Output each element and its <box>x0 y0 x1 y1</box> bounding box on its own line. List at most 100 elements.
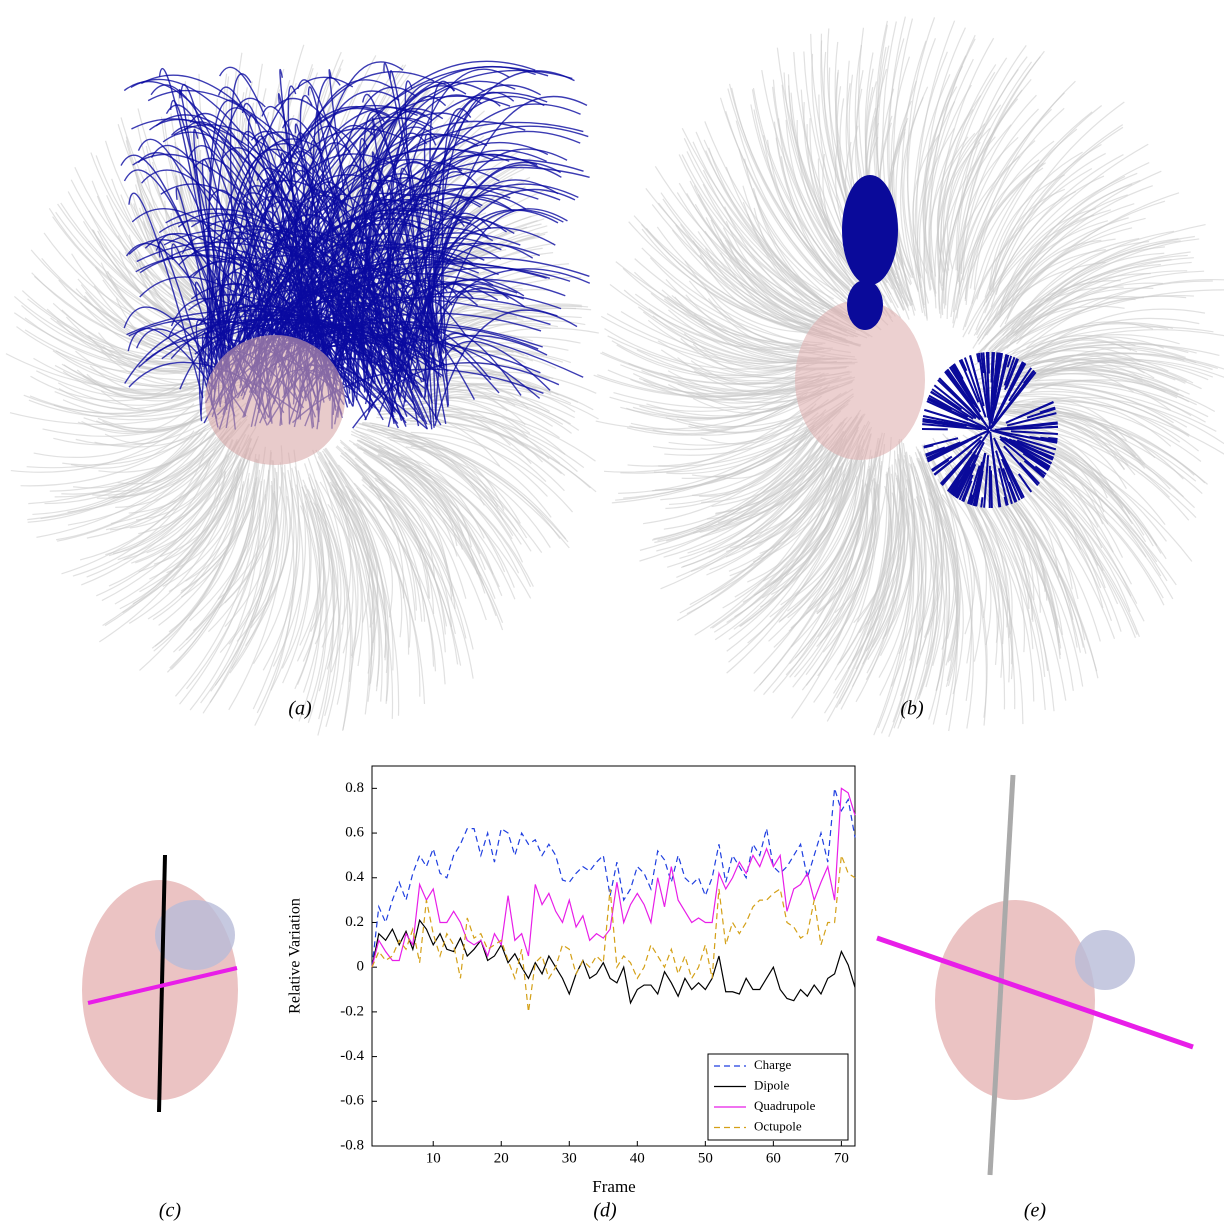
field-line <box>965 167 1044 305</box>
field-line <box>140 74 423 395</box>
series-line <box>371 788 856 968</box>
field-line <box>985 442 1132 597</box>
y-tick-label: 0 <box>357 959 365 975</box>
field-line <box>753 432 883 674</box>
panel-label: (e) <box>1024 1200 1047 1222</box>
field-line <box>1026 278 1224 349</box>
field-line <box>993 361 1024 421</box>
field-line <box>762 450 861 599</box>
x-tick-label: 50 <box>698 1150 713 1166</box>
field-line <box>315 449 352 625</box>
field-line <box>76 369 187 397</box>
field-line <box>250 472 291 629</box>
field-line <box>273 97 435 341</box>
field-line <box>356 442 504 623</box>
field-line <box>928 394 969 419</box>
field-line <box>931 459 950 472</box>
axis-line <box>876 935 1194 1050</box>
field-line <box>1015 238 1200 337</box>
field-line <box>385 84 541 346</box>
field-line <box>962 143 1149 338</box>
field-line <box>834 481 881 614</box>
field-line <box>933 435 983 476</box>
field-line <box>620 406 820 474</box>
field-line <box>995 456 1131 612</box>
field-line <box>1000 421 1058 430</box>
field-line <box>213 127 404 369</box>
field-line <box>728 448 865 663</box>
field-line <box>930 38 976 277</box>
field-line <box>117 428 217 485</box>
field-line <box>137 138 252 349</box>
field-line <box>1017 401 1054 419</box>
field-line <box>971 423 1114 553</box>
field-line <box>256 60 536 358</box>
field-line <box>30 375 189 402</box>
field-line <box>336 192 483 371</box>
field-line <box>1019 366 1180 392</box>
field-line <box>36 370 228 400</box>
field-line <box>993 354 1010 411</box>
field-line <box>955 44 1027 271</box>
field-line <box>222 147 360 390</box>
field-line <box>611 340 799 377</box>
field-line <box>984 200 1166 337</box>
field-line <box>983 341 1189 375</box>
field-line <box>862 458 905 665</box>
field-line <box>880 490 915 734</box>
field-line <box>312 507 341 728</box>
field-line <box>816 464 877 615</box>
field-line <box>1010 430 1058 435</box>
field-line <box>1006 401 1202 462</box>
field-line <box>918 128 955 304</box>
field-line <box>262 467 301 671</box>
field-line <box>618 412 819 495</box>
field-line <box>41 257 212 350</box>
field-line <box>699 427 815 497</box>
field-line <box>989 470 993 508</box>
field-line <box>952 162 1044 324</box>
field-line <box>914 451 937 669</box>
field-line <box>972 261 1106 349</box>
field-line <box>339 439 456 635</box>
field-line <box>826 450 896 722</box>
field-line <box>779 449 872 622</box>
y-tick-label: -0.4 <box>340 1048 364 1064</box>
field-line <box>400 455 524 563</box>
field-line <box>927 396 953 411</box>
field-line <box>942 123 986 271</box>
field-line <box>224 69 573 404</box>
field-line <box>1007 481 1018 503</box>
field-line <box>991 410 1196 509</box>
field-line <box>989 287 1154 356</box>
field-line <box>686 151 845 318</box>
field-line <box>1031 396 1224 445</box>
field-line <box>271 229 430 335</box>
field-line <box>402 161 561 408</box>
field-line <box>196 305 426 390</box>
field-line <box>343 446 430 598</box>
field-line <box>210 485 273 692</box>
field-line <box>989 151 1083 290</box>
field-line <box>101 423 229 493</box>
field-line <box>335 492 390 702</box>
field-line <box>355 463 431 599</box>
field-line <box>679 438 829 560</box>
panel-label: (b) <box>900 698 924 720</box>
field-line <box>834 472 890 681</box>
field-line <box>363 451 504 631</box>
field-line <box>155 114 366 335</box>
field-line <box>858 459 902 634</box>
field-line <box>371 151 420 372</box>
field-line <box>794 483 868 678</box>
y-tick-label: 0.4 <box>345 869 364 885</box>
field-line <box>1002 230 1175 336</box>
field-line <box>185 452 273 641</box>
field-line <box>32 429 205 516</box>
field-line <box>294 505 319 690</box>
field-line <box>1018 321 1154 361</box>
field-line <box>361 318 401 373</box>
field-line <box>405 435 552 518</box>
field-line <box>256 480 298 714</box>
field-line <box>296 486 321 662</box>
